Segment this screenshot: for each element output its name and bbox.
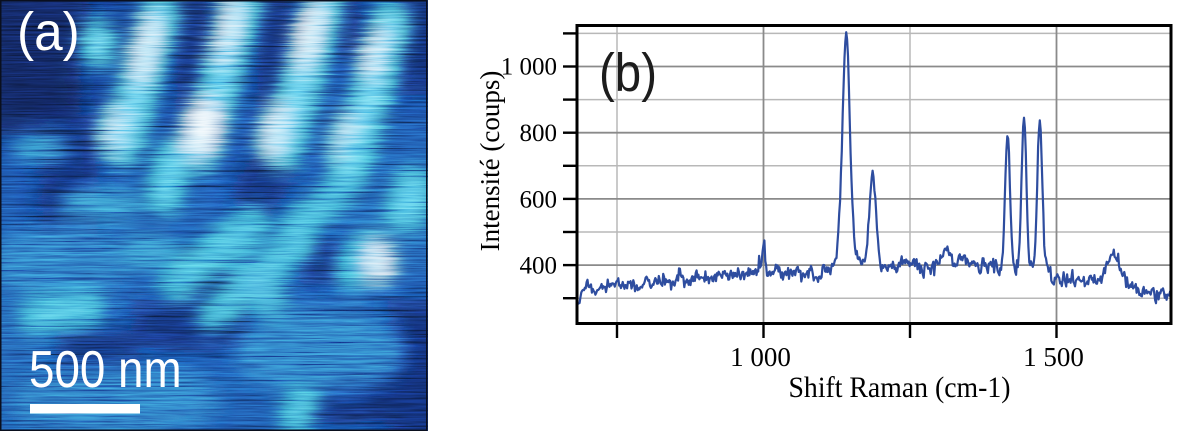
svg-text:400: 400 [520,253,558,280]
svg-text:Shift Raman (cm-1): Shift Raman (cm-1) [789,371,1011,404]
svg-text:Intensité (coups): Intensité (coups) [475,71,505,252]
svg-text:1 000: 1 000 [730,342,791,372]
svg-text:600: 600 [520,186,558,213]
svg-text:1 500: 1 500 [1023,342,1084,372]
svg-text:800: 800 [520,120,558,147]
svg-text:(b): (b) [599,43,657,103]
svg-text:1 000: 1 000 [501,54,557,81]
